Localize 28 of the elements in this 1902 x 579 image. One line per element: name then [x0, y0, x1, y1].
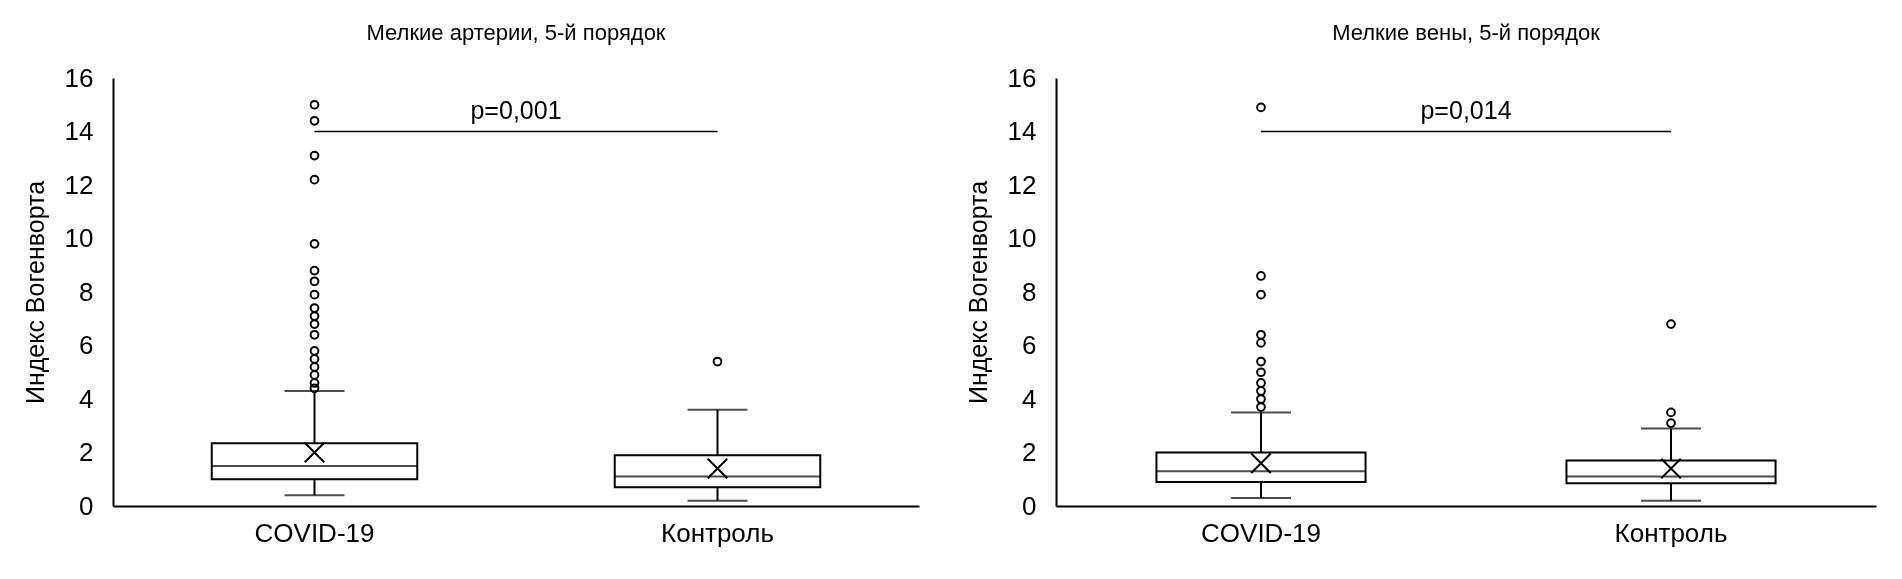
- y-tick-label: 12: [1007, 169, 1037, 200]
- y-tick-label: 0: [79, 490, 94, 521]
- x-tick-label: Контроль: [661, 517, 774, 548]
- x-tick-label: Контроль: [1614, 517, 1728, 548]
- y-tick-label: 12: [64, 169, 94, 200]
- y-tick-label: 6: [1022, 330, 1037, 360]
- y-axis-title: Индекс Вогенворта: [963, 180, 992, 405]
- x-tick-label: COVID-19: [254, 517, 375, 548]
- y-tick-label: 0: [1022, 490, 1037, 521]
- chart-title: Мелкие вены, 5-й порядок: [1332, 20, 1601, 45]
- y-tick-label: 6: [79, 330, 94, 360]
- y-tick-label: 8: [1022, 276, 1037, 307]
- y-tick-label: 14: [1007, 116, 1037, 146]
- y-tick-label: 10: [64, 223, 94, 253]
- y-tick-label: 16: [64, 62, 94, 93]
- y-tick-label: 2: [79, 437, 94, 467]
- y-tick-label: 2: [1022, 437, 1037, 467]
- y-axis-title: Индекс Вогенворта: [20, 180, 49, 405]
- chart-title: Мелкие артерии, 5-й порядок: [366, 20, 666, 45]
- y-tick-label: 4: [79, 383, 94, 414]
- y-tick-label: 4: [1022, 383, 1037, 414]
- annotation: p=0,014: [1420, 95, 1512, 124]
- x-tick-label: COVID-19: [1201, 517, 1321, 548]
- y-tick-label: 10: [1007, 223, 1037, 253]
- annotation: p=0,001: [470, 95, 562, 124]
- y-tick-label: 16: [1007, 62, 1037, 93]
- y-tick-label: 14: [64, 116, 94, 146]
- y-tick-label: 8: [79, 276, 94, 307]
